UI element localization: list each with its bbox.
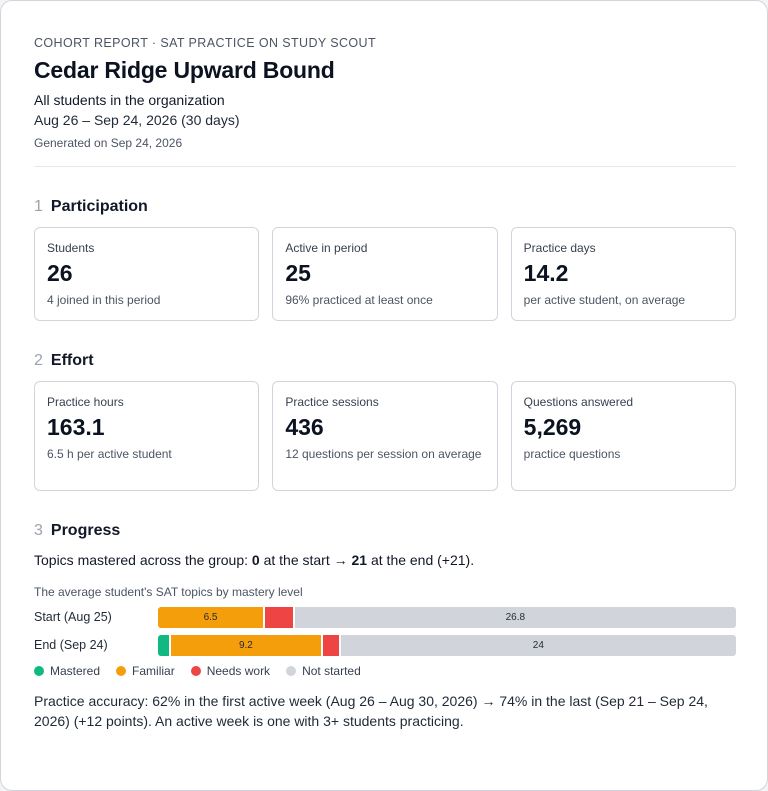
legend-item: Not started <box>286 664 361 678</box>
legend-swatch <box>190 666 201 676</box>
stat-card-practice-sessions: Practice sessions 436 12 questions per s… <box>272 381 498 491</box>
summary-prefix: Topics mastered across the group: <box>34 552 252 568</box>
summary-start-value: 0 <box>251 552 260 568</box>
effort-heading: 2 Effort <box>34 352 94 370</box>
stacked-bar: 9.2 24 <box>158 635 736 656</box>
legend-swatch <box>34 666 44 676</box>
effort-cards: Practice hours 163.1 6.5 h per active st… <box>34 381 736 491</box>
summary-end-value: 21 <box>351 552 368 568</box>
stat-value: 5,269 <box>523 414 582 440</box>
stat-value: 436 <box>285 414 324 440</box>
section-number: 1 <box>34 198 43 215</box>
report-scope: All students in the organization <box>34 92 225 108</box>
stat-label: Practice days <box>523 241 596 255</box>
participation-heading: 1 Participation <box>34 198 148 216</box>
chart-caption: The average student's SAT topics by mast… <box>34 585 303 599</box>
bar-segment-mastered <box>158 635 172 656</box>
stat-card-practice-hours: Practice hours 163.1 6.5 h per active st… <box>34 381 260 491</box>
bar-row-end: End (Sep 24) 9.2 24 <box>34 635 736 656</box>
section-title: Progress <box>50 522 121 539</box>
report-generated-date: Generated on Sep 24, 2026 <box>34 136 183 150</box>
bar-segment-familiar: 9.2 <box>171 635 323 656</box>
chart-legend: Mastered Familiar Needs work Not started <box>34 664 361 678</box>
stat-subtext: 4 joined in this period <box>47 293 161 307</box>
summary-mid: at the start → <box>259 552 352 568</box>
stat-label: Questions answered <box>523 395 634 409</box>
stat-label: Active in period <box>285 241 368 255</box>
practice-accuracy-note: Practice accuracy: 62% in the first acti… <box>34 693 708 729</box>
stat-card-students: Students 26 4 joined in this period <box>34 227 260 321</box>
stat-card-active: Active in period 25 96% practiced at lea… <box>272 227 498 321</box>
legend-item: Mastered <box>34 664 100 678</box>
legend-label: Mastered <box>50 664 101 678</box>
stat-value: 26 <box>47 260 73 286</box>
bar-segment-familiar: 6.5 <box>158 607 266 628</box>
stat-subtext: 12 questions per session on average <box>285 447 482 461</box>
bar-segment-needs-work <box>265 607 295 628</box>
section-title: Participation <box>50 198 148 215</box>
header-divider <box>34 166 736 167</box>
stat-value: 25 <box>285 260 311 286</box>
section-title: Effort <box>50 352 94 369</box>
bar-segment-not-started: 24 <box>340 635 736 656</box>
page-title: Cedar Ridge Upward Bound <box>34 57 335 83</box>
stat-subtext: 6.5 h per active student <box>47 447 172 461</box>
stat-label: Practice hours <box>47 395 124 409</box>
stat-subtext: practice questions <box>523 447 621 461</box>
stat-card-questions-answered: Questions answered 5,269 practice questi… <box>510 381 736 491</box>
report-eyebrow: COHORT REPORT · SAT PRACTICE ON STUDY SC… <box>34 36 377 50</box>
legend-swatch <box>286 666 297 676</box>
stacked-bar: 6.5 26.8 <box>158 607 736 628</box>
stat-label: Practice sessions <box>285 395 379 409</box>
bar-row-start: Start (Aug 25) 6.5 26.8 <box>34 607 736 628</box>
legend-label: Not started <box>302 664 361 678</box>
legend-label: Needs work <box>206 664 271 678</box>
legend-item: Familiar <box>116 664 175 678</box>
topics-mastered-summary: Topics mastered across the group: 0 at t… <box>34 552 474 568</box>
report-date-range: Aug 26 – Sep 24, 2026 (30 days) <box>34 112 240 128</box>
stat-value: 163.1 <box>47 414 105 440</box>
bar-row-label: End (Sep 24) <box>34 638 108 652</box>
stat-subtext: 96% practiced at least once <box>285 293 433 307</box>
bar-segment-needs-work <box>322 635 341 656</box>
stat-value: 14.2 <box>523 260 569 286</box>
stat-label: Students <box>47 241 95 255</box>
stat-card-practice-days: Practice days 14.2 per active student, o… <box>510 227 736 321</box>
progress-heading: 3 Progress <box>34 522 120 540</box>
section-number: 2 <box>34 352 43 369</box>
stat-subtext: per active student, on average <box>523 293 686 307</box>
legend-label: Familiar <box>132 664 175 678</box>
participation-cards: Students 26 4 joined in this period Acti… <box>34 227 736 321</box>
section-number: 3 <box>34 522 43 539</box>
bar-segment-not-started: 26.8 <box>294 607 736 628</box>
legend-swatch <box>116 666 127 676</box>
legend-item: Needs work <box>190 664 271 678</box>
summary-suffix: at the end (+21). <box>367 552 475 568</box>
bar-row-label: Start (Aug 25) <box>34 610 112 624</box>
